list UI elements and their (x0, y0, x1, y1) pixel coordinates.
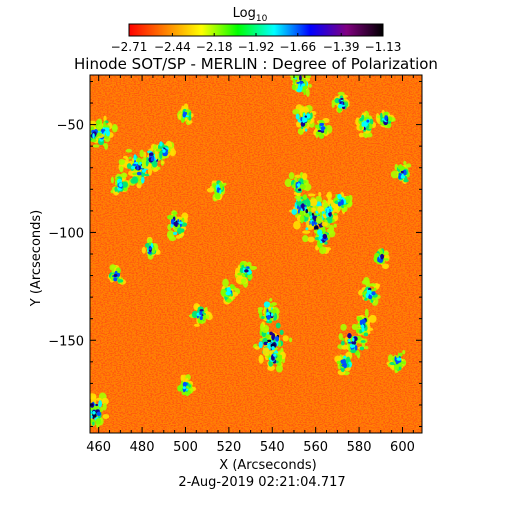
polarization-feature (386, 350, 407, 374)
colorbar-title-base: Log (233, 6, 256, 21)
polarization-feature (284, 171, 312, 202)
x-tick-label: 560 (303, 440, 328, 455)
y-axis-ticks: −50 −100 −150 (48, 80, 422, 428)
polarization-feature (90, 392, 110, 429)
polarization-feature (288, 192, 320, 228)
polarization-feature (292, 104, 317, 135)
x-axis-ticks: 460 480 500 520 540 560 580 600 (86, 75, 415, 455)
colorbar-tick-label: −1.39 (323, 40, 360, 54)
polarization-feature (358, 277, 381, 306)
colorbar-tick-label: −1.13 (365, 40, 402, 54)
polarization-feature (330, 191, 353, 215)
colorbar-title-subscript: 10 (256, 14, 268, 24)
x-tick-label: 540 (260, 440, 285, 455)
colorbar-tick-label: −1.92 (238, 40, 275, 54)
polarization-feature (390, 160, 412, 184)
x-tick-label: 500 (173, 440, 198, 455)
x-tick-label: 520 (216, 440, 241, 455)
polarization-feature (107, 264, 126, 285)
polarization-feature (351, 308, 377, 337)
y-axis-label: Y (Arcseconds) (29, 210, 44, 307)
polarization-feature (331, 91, 350, 114)
colorbar-tick-label: −2.18 (196, 40, 233, 54)
y-tick-label: −100 (48, 226, 84, 241)
x-tick-label: 580 (347, 440, 372, 455)
polarization-feature (334, 351, 353, 376)
polarization-feature (375, 109, 396, 129)
polarization-feature (188, 303, 213, 327)
colorbar-tick-label: −2.44 (154, 40, 191, 54)
heatmap-image (90, 75, 422, 433)
polarization-feature (177, 103, 194, 125)
colorbar-tick-label: −1.66 (279, 40, 316, 54)
heatmap-features (90, 75, 412, 429)
polarization-feature (177, 374, 197, 397)
heatmap-grain-texture (90, 75, 422, 433)
polarization-feature (166, 210, 189, 242)
y-tick-label: −150 (48, 334, 84, 349)
polarization-feature (234, 260, 258, 288)
polarization-feature (313, 117, 333, 139)
chart-title: Hinode SOT/SP - MERLIN : Degree of Polar… (74, 55, 438, 73)
y-tick-label: −50 (57, 119, 84, 134)
polarization-feature (220, 278, 241, 305)
polarization-feature (373, 248, 390, 270)
polarization-feature (257, 298, 280, 334)
polarization-feature (141, 236, 161, 260)
polarization-feature (355, 110, 377, 139)
polarization-feature (90, 124, 105, 148)
x-axis-label: X (Arcseconds) (219, 458, 316, 473)
polarization-feature (307, 222, 335, 255)
polarization-feature (206, 180, 227, 202)
colorbar-tick-label: −2.71 (111, 40, 148, 54)
timestamp: 2-Aug-2019 02:21:04.717 (178, 475, 345, 490)
polarization-feature (262, 347, 286, 373)
polarization-feature (110, 172, 130, 196)
polarization-feature (154, 140, 177, 161)
polarization-feature (290, 75, 312, 97)
x-tick-label: 600 (390, 440, 415, 455)
x-tick-label: 460 (86, 440, 111, 455)
colorbar-tick-labels: −2.71 −2.44 −2.18 −1.92 −1.66 −1.39 −1.13 (111, 40, 402, 54)
colorbar (128, 23, 384, 37)
x-tick-label: 480 (130, 440, 155, 455)
colorbar-title: Log10 (233, 6, 268, 24)
